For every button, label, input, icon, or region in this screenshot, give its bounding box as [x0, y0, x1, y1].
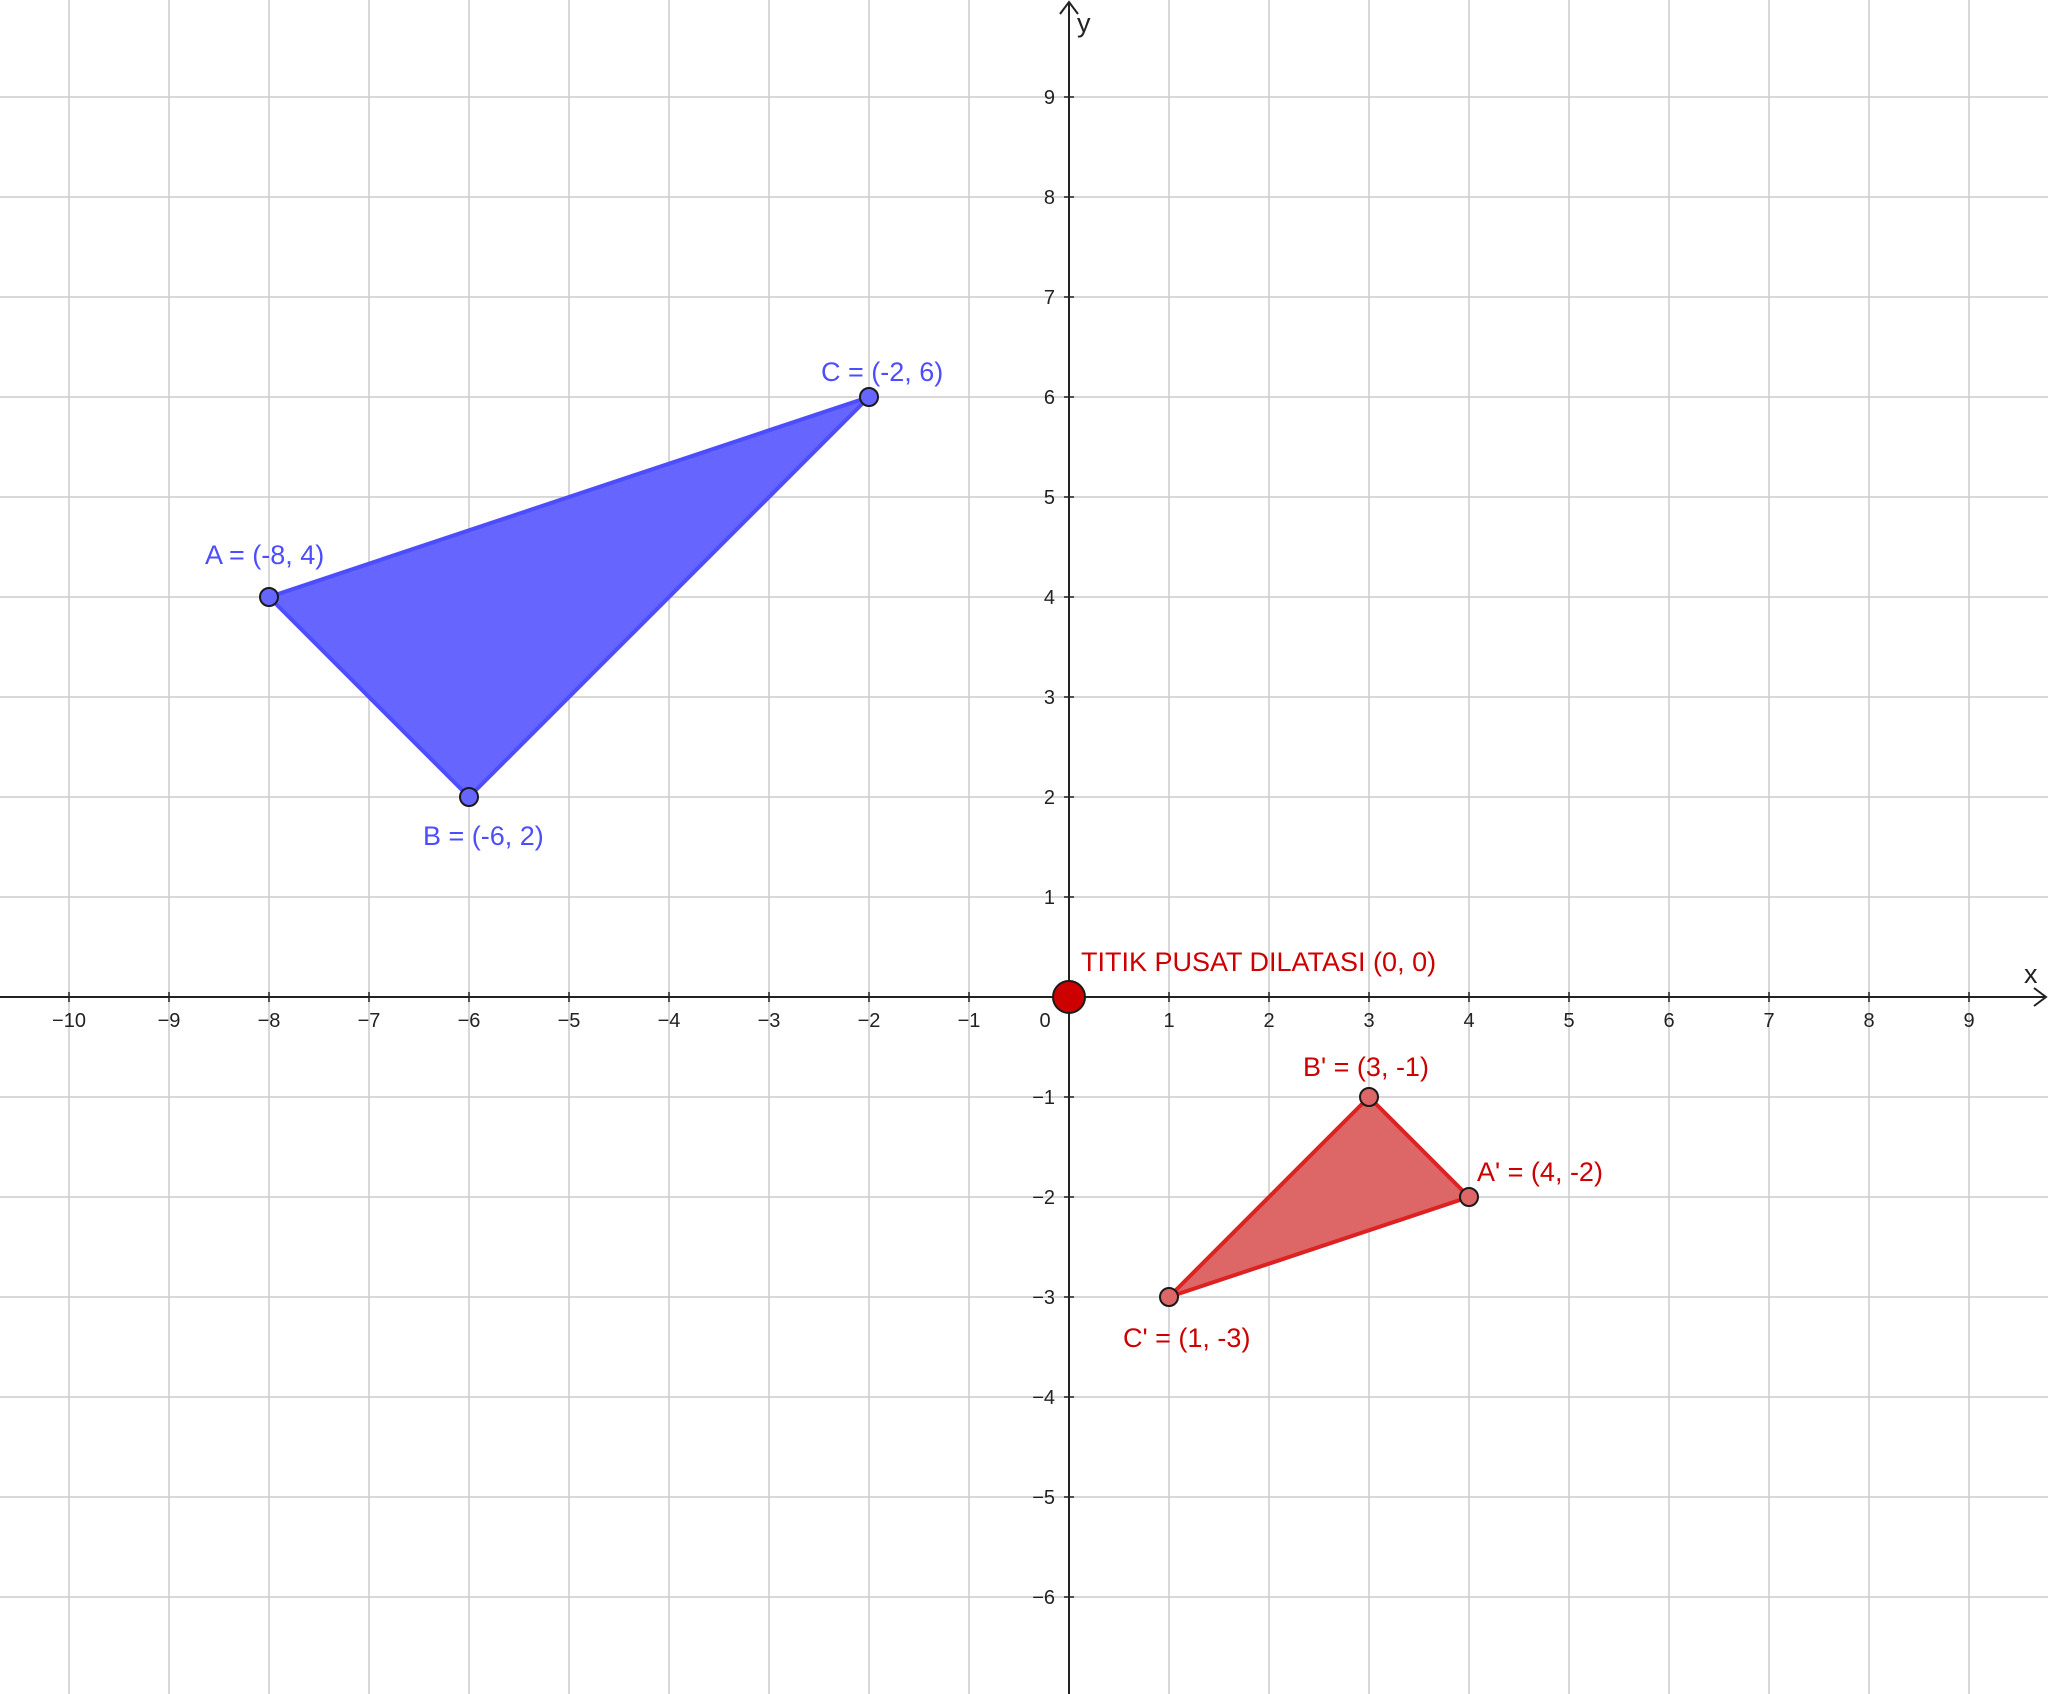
x-tick-label: 4	[1463, 1010, 1474, 1032]
point-label-a: A = (-8, 4)	[205, 540, 324, 570]
x-tick-label: 9	[1963, 1010, 1974, 1032]
point-c-prime	[1159, 1287, 1179, 1307]
x-tick-label: −2	[858, 1010, 881, 1032]
y-tick-label: −6	[1032, 1587, 1055, 1609]
y-tick-label: 3	[1044, 687, 1055, 709]
x-tick-label: −3	[758, 1010, 781, 1032]
triangles	[267, 395, 1471, 1299]
point-b-prime	[1359, 1087, 1379, 1107]
point-label-c: C = (-2, 6)	[821, 357, 943, 387]
y-axis-label: y	[1077, 8, 1091, 38]
origin-label: 0	[1039, 1010, 1050, 1032]
y-tick-label: 8	[1044, 187, 1055, 209]
y-tick-label: 9	[1044, 87, 1055, 109]
x-tick-label: 5	[1563, 1010, 1574, 1032]
x-tick-label: −7	[358, 1010, 381, 1032]
x-tick-label: 7	[1763, 1010, 1774, 1032]
x-tick-label: 2	[1263, 1010, 1274, 1032]
x-tick-label: −5	[558, 1010, 581, 1032]
points	[259, 387, 1479, 1307]
point-b	[459, 787, 479, 807]
triangle-abc	[267, 395, 871, 799]
y-tick-label: −3	[1032, 1287, 1055, 1309]
point-label-b-prime: B' = (3, -1)	[1303, 1052, 1429, 1082]
dilation-center-point	[1052, 980, 1086, 1014]
x-tick-label: −9	[158, 1010, 181, 1032]
x-tick-label: 8	[1863, 1010, 1874, 1032]
x-tick-label: −6	[458, 1010, 481, 1032]
point-labels: A = (-8, 4) B = (-6, 2) C = (-2, 6) A' = (4…	[205, 357, 1603, 1353]
y-tick-label: 4	[1044, 587, 1055, 609]
x-tick-label: −10	[52, 1010, 86, 1032]
y-tick-label: 6	[1044, 387, 1055, 409]
y-axis-arrow	[1059, 0, 1079, 15]
point-c	[859, 387, 879, 407]
y-tick-label: −4	[1032, 1387, 1055, 1409]
tick-labels: −10 −9 −8 −7 −6 −5 −4 −3 −2 −1 1 2 3 4 5 6 7 8 9987654321−…	[52, 87, 1975, 1609]
point-label-b: B = (-6, 2)	[423, 821, 544, 851]
y-tick-label: 1	[1044, 887, 1055, 909]
x-tick-label: 1	[1163, 1010, 1174, 1032]
point-label-a-prime: A' = (4, -2)	[1477, 1157, 1603, 1187]
dilation-center-label: TITIK PUSAT DILATASI (0, 0)	[1081, 947, 1436, 977]
x-tick-label: −4	[658, 1010, 681, 1032]
y-tick-label: 7	[1044, 287, 1055, 309]
y-tick-label: 5	[1044, 487, 1055, 509]
x-tick-label: 6	[1663, 1010, 1674, 1032]
x-tick-label: −1	[958, 1010, 981, 1032]
x-axis-arrow	[2033, 987, 2048, 1007]
y-tick-label: −1	[1032, 1087, 1055, 1109]
point-a-prime	[1459, 1187, 1479, 1207]
y-tick-label: −2	[1032, 1187, 1055, 1209]
triangle-abc-prime	[1167, 1095, 1471, 1299]
point-label-c-prime: C' = (1, -3)	[1123, 1323, 1250, 1353]
x-tick-label: −8	[258, 1010, 281, 1032]
point-a	[259, 587, 279, 607]
x-tick-label: 3	[1363, 1010, 1374, 1032]
y-tick-label: 2	[1044, 787, 1055, 809]
y-tick-label: −5	[1032, 1487, 1055, 1509]
x-axis-label: x	[2024, 959, 2038, 989]
